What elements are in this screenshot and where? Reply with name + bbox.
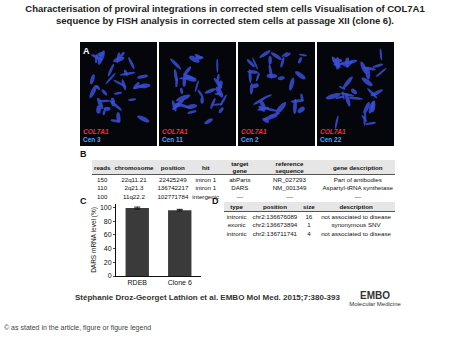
html-text:chromosome: chromosome bbox=[114, 163, 154, 171]
html-text:Characterisation of proviral i: Characterisation of proviral integration… bbox=[25, 3, 425, 26]
html-text:Cen 2: Cen 2 bbox=[241, 136, 259, 143]
html-text:Cen 22: Cen 22 bbox=[320, 136, 342, 143]
svg-text:60: 60 bbox=[104, 231, 112, 238]
html-text:Cen 11: Cen 11 bbox=[162, 136, 183, 143]
html-text:exonic: exonic bbox=[227, 221, 246, 229]
html-text:150: 150 bbox=[97, 175, 108, 183]
html-text:Aspartyl-tRNA synthetase: Aspartyl-tRNA synthetase bbox=[322, 184, 393, 192]
svg-text:Clone 6: Clone 6 bbox=[168, 279, 192, 286]
svg-text:DARS mRNA level (%): DARS mRNA level (%) bbox=[90, 207, 98, 273]
svg-text:0: 0 bbox=[108, 272, 112, 279]
html-text:NR_027293: NR_027293 bbox=[273, 175, 306, 183]
html-text:intronic: intronic bbox=[226, 212, 247, 220]
html-text:22q11.21: 22q11.21 bbox=[121, 175, 147, 183]
html-text:chr2:136711741: chr2:136711741 bbox=[252, 229, 297, 237]
html-text:intronic: intronic bbox=[226, 229, 247, 237]
html-text:2q21.3: 2q21.3 bbox=[124, 184, 144, 192]
svg-text:RDEB: RDEB bbox=[128, 279, 148, 286]
html-text:reference sequence: reference sequence bbox=[275, 160, 304, 174]
html-text:D: D bbox=[212, 196, 219, 206]
html-text:hit: hit bbox=[202, 163, 210, 171]
html-text:COL7A1: COL7A1 bbox=[162, 128, 188, 135]
html-text:not associated to disease: not associated to disease bbox=[321, 212, 391, 220]
html-text:type: type bbox=[230, 203, 243, 210]
html-text:4: 4 bbox=[307, 229, 311, 237]
html-text:synonymous SNV: synonymous SNV bbox=[331, 221, 381, 229]
html-text:16: 16 bbox=[305, 212, 313, 220]
html-text:Cen 3: Cen 3 bbox=[83, 136, 101, 143]
html-text:Molecular Medicine: Molecular Medicine bbox=[349, 301, 401, 307]
html-text:target gene: target gene bbox=[231, 160, 249, 174]
html-text:abParts: abParts bbox=[229, 175, 251, 183]
html-text:B: B bbox=[80, 149, 87, 159]
html-text:© as stated in the article, fi: © as stated in the article, figure or fi… bbox=[4, 324, 152, 331]
html-text:EMBO: EMBO bbox=[360, 290, 390, 301]
html-text:100: 100 bbox=[97, 192, 108, 200]
html-text:1: 1 bbox=[307, 221, 311, 229]
html-text:chr2:136676089: chr2:136676089 bbox=[252, 212, 298, 220]
html-text:22425249: 22425249 bbox=[159, 175, 187, 183]
html-text:position: position bbox=[160, 163, 185, 171]
svg-text:40: 40 bbox=[104, 245, 112, 252]
html-text:DARS: DARS bbox=[231, 184, 249, 192]
svg-text:80: 80 bbox=[104, 218, 112, 225]
html-text:Part of antibodies: Part of antibodies bbox=[333, 175, 382, 183]
html-text:not associated to disease: not associated to disease bbox=[321, 229, 391, 237]
html-text:136742217: 136742217 bbox=[157, 184, 189, 192]
html-text:intergenic: intergenic bbox=[192, 192, 220, 200]
html-text:COL7A1: COL7A1 bbox=[83, 128, 109, 135]
html-text:reads: reads bbox=[94, 163, 111, 171]
html-text:11q22.2: 11q22.2 bbox=[123, 192, 145, 200]
html-text:110: 110 bbox=[97, 184, 108, 192]
html-text:NM_001349: NM_001349 bbox=[272, 184, 307, 192]
html-text:intron 1: intron 1 bbox=[195, 184, 217, 192]
html-text:102771784: 102771784 bbox=[157, 192, 189, 200]
html-text:COL7A1: COL7A1 bbox=[320, 128, 346, 135]
svg-text:100: 100 bbox=[100, 204, 112, 211]
html-text:description: description bbox=[339, 203, 373, 210]
html-text:COL7A1: COL7A1 bbox=[241, 128, 267, 135]
html-text:chr2:136673894: chr2:136673894 bbox=[252, 221, 298, 229]
html-text:intron 1: intron 1 bbox=[195, 175, 217, 183]
html-text:A: A bbox=[83, 46, 90, 56]
html-text:gene description: gene description bbox=[333, 163, 383, 171]
html-text:C: C bbox=[80, 196, 87, 206]
svg-text:20: 20 bbox=[104, 259, 112, 266]
html-text:size: size bbox=[303, 203, 315, 210]
html-text:Stéphanie Droz-Georget Lathion: Stéphanie Droz-Georget Lathion et al. EM… bbox=[75, 293, 340, 302]
html-text:position: position bbox=[262, 203, 287, 210]
